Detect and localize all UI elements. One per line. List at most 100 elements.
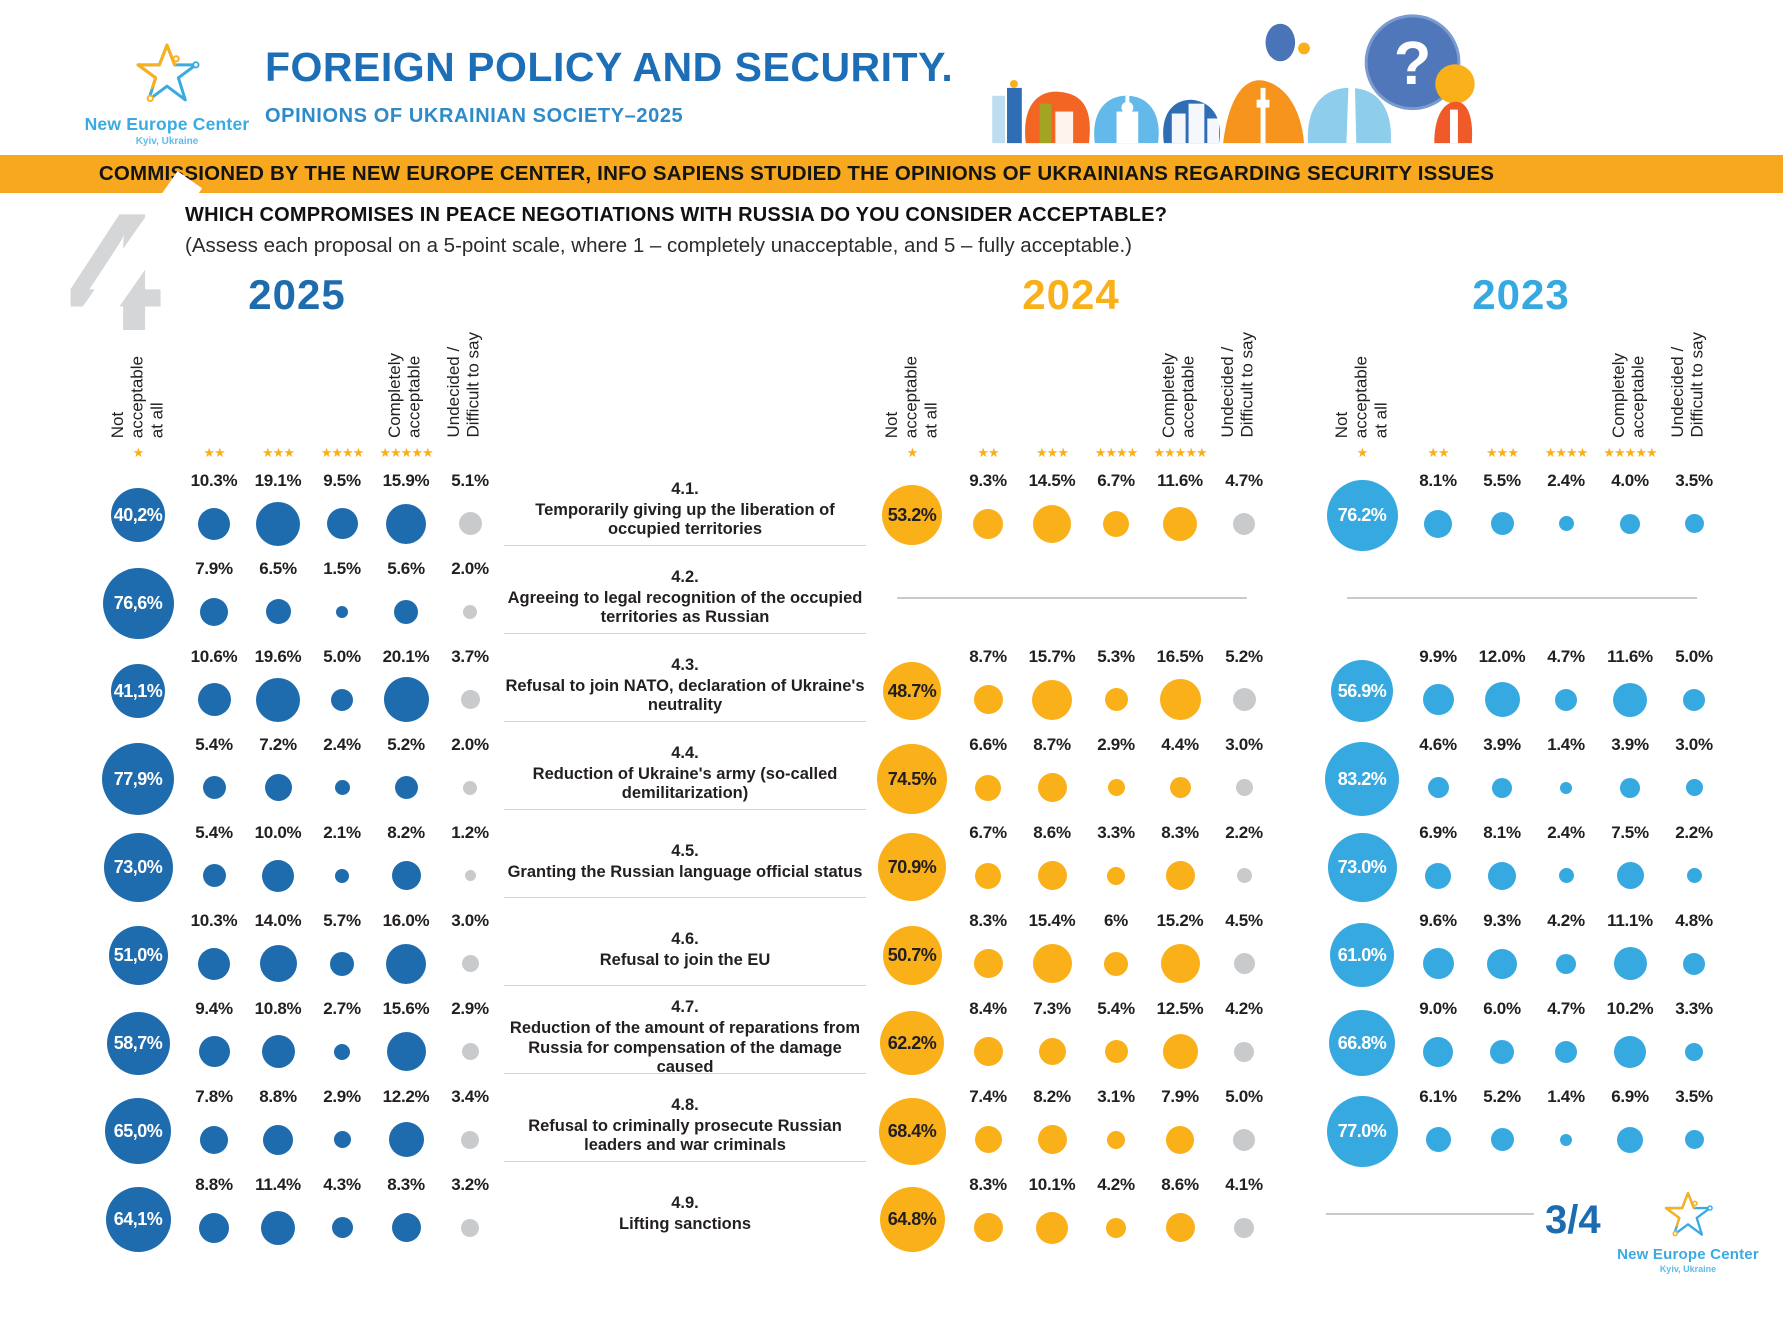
bubble-cell: 1.2% — [438, 818, 502, 906]
chart-row: 70.9% 6.7% 8.6% 3.3% 8.3% 2.2% — [868, 818, 1276, 906]
divider-line — [1326, 1213, 1534, 1215]
bubble-label: 5.6% — [387, 559, 425, 578]
stars-rating-1: ★ — [132, 445, 145, 460]
bubble — [1492, 777, 1512, 798]
stars-rating-1: ★ — [906, 445, 919, 460]
bubble — [973, 685, 1003, 714]
bubble-cell: 5.3% — [1084, 642, 1148, 730]
bubble-cell: 7.4% — [956, 1082, 1020, 1170]
bubble-label: 8.3% — [969, 1175, 1007, 1194]
bubble-label: 8.7% — [969, 647, 1007, 666]
stars-rating-5: ★★★★★ — [379, 445, 433, 460]
bubble-label: 5.7% — [323, 911, 361, 930]
chart-row: 50.7% 8.3% 15.4% 6% 15.2% 4.5% — [868, 906, 1276, 994]
bubble — [334, 780, 350, 795]
bubble — [461, 955, 479, 972]
bubble — [1686, 868, 1702, 883]
bubble — [1490, 1128, 1514, 1151]
bubble-cell: 12.0% — [1470, 642, 1534, 730]
bubble-label: 2.4% — [1547, 823, 1585, 842]
bubble-label: 3.3% — [1097, 823, 1135, 842]
page-indicator: 3/4 — [1545, 1198, 1601, 1242]
bubble-cell: 4.2% — [1534, 906, 1598, 994]
bubble — [1484, 682, 1520, 717]
bubble-cell: 7.2% — [246, 730, 310, 818]
scale-label-undecided: Undecided / Difficult to say — [444, 332, 483, 438]
bubble-cell: 12.2% — [374, 1082, 438, 1170]
cityscape-illustration: ? — [992, 14, 1475, 144]
chart-row: 62.2% 8.4% 7.3% 5.4% 12.5% 4.2% — [868, 994, 1276, 1082]
bubble — [1036, 1211, 1068, 1244]
bubble — [198, 507, 230, 540]
chart-rows: 53.2% 9.3% 14.5% 6.7% 11.6% 4.7% 48.7% 8.7% 15.7… — [868, 466, 1276, 1258]
bubble-cell: 8.1% — [1406, 466, 1470, 554]
bubble-label: 6.6% — [969, 735, 1007, 754]
bubble — [1037, 1125, 1067, 1154]
bubble-cell: 3.1% — [1084, 1082, 1148, 1170]
question-item: 4.4. Reduction of Ukraine's army (so-call… — [502, 730, 868, 818]
bubble-cell: 2.2% — [1662, 818, 1726, 906]
bubble-label: 2.7% — [323, 999, 361, 1018]
bubble-label: 10.2% — [1606, 999, 1654, 1018]
bubble-label: 8.6% — [1161, 1175, 1199, 1194]
bubble-cell: 2.9% — [1084, 730, 1148, 818]
bubble-label: 6.7% — [969, 823, 1007, 842]
bubble — [394, 599, 418, 624]
bubble — [458, 512, 482, 535]
bubble-cell: 8.6% — [1020, 818, 1084, 906]
bubble-cell: 5.7% — [310, 906, 374, 994]
bubble — [333, 1131, 351, 1148]
bubble-primary: 58,7% — [94, 994, 182, 1082]
bubble — [463, 604, 477, 619]
bubble — [198, 947, 230, 980]
bubble-value: 40,2% — [111, 488, 165, 542]
bubble-label: 4.2% — [1547, 911, 1585, 930]
bubble-label: 7.4% — [969, 1087, 1007, 1106]
year-title: 2025 — [248, 271, 346, 318]
bubble-primary: 40,2% — [94, 466, 182, 554]
question-block: WHICH COMPROMISES IN PEACE NEGOTIATIONS … — [185, 204, 1385, 258]
chart-row: 68.4% 7.4% 8.2% 3.1% 7.9% 5.0% — [868, 1082, 1276, 1170]
bubble-cell: 5.0% — [1212, 1082, 1276, 1170]
bubble-label: 2.9% — [451, 999, 489, 1018]
bubble-primary: 68.4% — [868, 1082, 956, 1170]
bubble-cell: 2.7% — [310, 994, 374, 1082]
chart-rows: 40,2% 10.3% 19.1% 9.5% 15.9% 5.1% 76,6% 7.9% 6.5… — [94, 466, 502, 1258]
page-subtitle: OPINIONS OF UKRAINIAN SOCIETY–2025 — [265, 105, 684, 127]
bubble-label: 3.9% — [1611, 735, 1649, 754]
bubble-cell: 9.0% — [1406, 994, 1470, 1082]
chart-2024: 2024 Not acceptable at all Completely ac… — [868, 265, 1276, 1258]
bubble-cell: 10.1% — [1020, 1170, 1084, 1258]
bubble-label: 7.5% — [1611, 823, 1649, 842]
bubble-cell: 11.1% — [1598, 906, 1662, 994]
bubble — [974, 1126, 1002, 1153]
bubble-label: 15.9% — [382, 471, 430, 490]
bubble-cell: 6% — [1084, 906, 1148, 994]
bubble — [202, 776, 226, 799]
bubble-label: 1.4% — [1547, 735, 1585, 754]
bubble-label: 7.3% — [1033, 999, 1071, 1018]
bubble-cell: 6.1% — [1406, 1082, 1470, 1170]
chart-row-empty — [868, 554, 1276, 642]
bubble-cell: 9.9% — [1406, 642, 1470, 730]
bubble-cell: 7.3% — [1020, 994, 1084, 1082]
bubble — [973, 949, 1003, 978]
bubble-label: 4.7% — [1547, 647, 1585, 666]
bubble-value: 70.9% — [878, 833, 946, 901]
bubble-cell: 5.2% — [1212, 642, 1276, 730]
bubble-cell: 3.4% — [438, 1082, 502, 1170]
bubble — [331, 688, 353, 711]
bubble — [1558, 516, 1574, 531]
bubble — [1423, 1036, 1453, 1067]
bubble-cell: 8.8% — [246, 1082, 310, 1170]
bubble-cell: 3.0% — [1662, 730, 1726, 818]
bubble-label: 6.0% — [1483, 999, 1521, 1018]
bubble — [463, 780, 477, 795]
bubble-label: 16.5% — [1156, 647, 1204, 666]
bubble-value: 64,1% — [105, 1186, 171, 1252]
bubble-label: 6.9% — [1419, 823, 1457, 842]
rating-stars-row: ★ ★★ ★★★ ★★★★ ★★★★★ — [94, 440, 502, 466]
bubble — [334, 1043, 350, 1060]
bubble-primary: 73.0% — [1318, 818, 1406, 906]
bubble-cell: 8.3% — [956, 906, 1020, 994]
